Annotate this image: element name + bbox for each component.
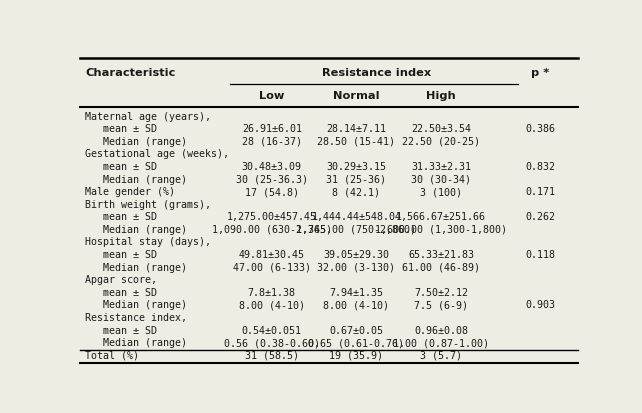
Text: 3 (5.7): 3 (5.7) [420,350,462,360]
Text: 0.171: 0.171 [526,187,555,197]
Text: 0.832: 0.832 [526,161,555,171]
Text: 22.50±3.54: 22.50±3.54 [411,124,471,134]
Text: Normal: Normal [333,90,379,100]
Text: mean ± SD: mean ± SD [85,124,157,134]
Text: Characteristic: Characteristic [85,67,176,78]
Text: 30 (25-36.3): 30 (25-36.3) [236,174,308,184]
Text: Male gender (%): Male gender (%) [85,187,175,197]
Text: 28.14±7.11: 28.14±7.11 [326,124,386,134]
Text: High: High [426,90,456,100]
Text: Resistance index: Resistance index [322,67,431,78]
Text: 39.05±29.30: 39.05±29.30 [324,249,390,259]
Text: Median (range): Median (range) [85,174,187,184]
Text: 61.00 (46-89): 61.00 (46-89) [402,262,480,272]
Text: 7.8±1.38: 7.8±1.38 [248,287,296,297]
Text: 28.50 (15-41): 28.50 (15-41) [317,136,395,146]
Text: 8.00 (4-10): 8.00 (4-10) [239,300,305,310]
Text: 7.50±2.12: 7.50±2.12 [414,287,468,297]
Text: Median (range): Median (range) [85,337,187,347]
Text: 1.00 (0.87-1.00): 1.00 (0.87-1.00) [393,337,489,347]
Text: 1,275.00±457.45: 1,275.00±457.45 [227,212,317,222]
Text: 31 (25-36): 31 (25-36) [326,174,386,184]
Text: 65.33±21.83: 65.33±21.83 [408,249,474,259]
Text: 1,090.00 (630-2,765): 1,090.00 (630-2,765) [212,224,332,234]
Text: 31.33±2.31: 31.33±2.31 [411,161,471,171]
Text: 1,345.00 (750-2,860): 1,345.00 (750-2,860) [297,224,417,234]
Text: 30.48±3.09: 30.48±3.09 [242,161,302,171]
Text: 7.5 (6-9): 7.5 (6-9) [414,300,468,310]
Text: mean ± SD: mean ± SD [85,325,157,335]
Text: 0.262: 0.262 [526,212,555,222]
Text: 17 (54.8): 17 (54.8) [245,187,299,197]
Text: mean ± SD: mean ± SD [85,212,157,222]
Text: 30 (30-34): 30 (30-34) [411,174,471,184]
Text: Apgar score,: Apgar score, [85,275,157,285]
Text: Median (range): Median (range) [85,136,187,146]
Text: 0.67±0.05: 0.67±0.05 [329,325,383,335]
Text: 0.56 (0.38-0.60): 0.56 (0.38-0.60) [224,337,320,347]
Text: mean ± SD: mean ± SD [85,287,157,297]
Text: 28 (16-37): 28 (16-37) [242,136,302,146]
Text: 0.386: 0.386 [526,124,555,134]
Text: 31 (58.5): 31 (58.5) [245,350,299,360]
Text: 47.00 (6-133): 47.00 (6-133) [233,262,311,272]
Text: Resistance index,: Resistance index, [85,312,187,322]
Text: Low: Low [259,90,284,100]
Text: Median (range): Median (range) [85,224,187,234]
Text: 19 (35.9): 19 (35.9) [329,350,383,360]
Text: 8 (42.1): 8 (42.1) [333,187,381,197]
Text: 22.50 (20-25): 22.50 (20-25) [402,136,480,146]
Text: mean ± SD: mean ± SD [85,249,157,259]
Text: 0.54±0.051: 0.54±0.051 [242,325,302,335]
Text: 1,566.67±251.66: 1,566.67±251.66 [396,212,486,222]
Text: Hospital stay (days),: Hospital stay (days), [85,237,211,247]
Text: 8.00 (4-10): 8.00 (4-10) [324,300,390,310]
Text: 1,600.00 (1,300-1,800): 1,600.00 (1,300-1,800) [375,224,507,234]
Text: 32.00 (3-130): 32.00 (3-130) [317,262,395,272]
Text: Median (range): Median (range) [85,300,187,310]
Text: 0.65 (0.61-0.76): 0.65 (0.61-0.76) [308,337,404,347]
Text: Gestational age (weeks),: Gestational age (weeks), [85,149,229,159]
Text: p *: p * [532,67,550,78]
Text: Birth weight (grams),: Birth weight (grams), [85,199,211,209]
Text: 3 (100): 3 (100) [420,187,462,197]
Text: 26.91±6.01: 26.91±6.01 [242,124,302,134]
Text: 0.903: 0.903 [526,300,555,310]
Text: Total (%): Total (%) [85,350,139,360]
Text: 1,444.44±548.04: 1,444.44±548.04 [311,212,401,222]
Text: 0.96±0.08: 0.96±0.08 [414,325,468,335]
Text: 30.29±3.15: 30.29±3.15 [326,161,386,171]
Text: 0.118: 0.118 [526,249,555,259]
Text: mean ± SD: mean ± SD [85,161,157,171]
Text: 49.81±30.45: 49.81±30.45 [239,249,305,259]
Text: Maternal age (years),: Maternal age (years), [85,111,211,121]
Text: 7.94±1.35: 7.94±1.35 [329,287,383,297]
Text: Median (range): Median (range) [85,262,187,272]
